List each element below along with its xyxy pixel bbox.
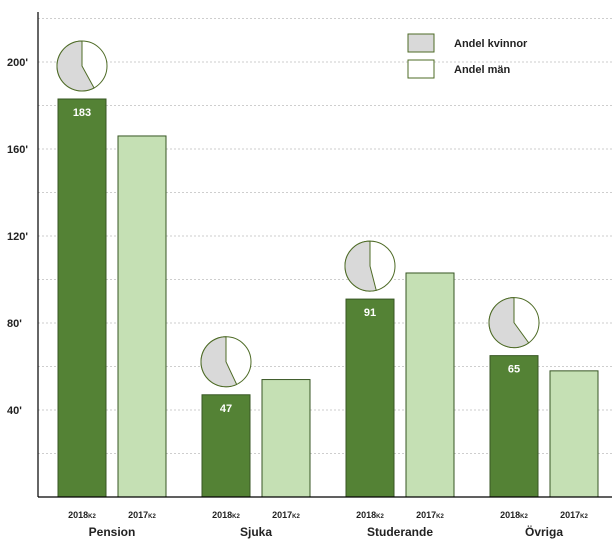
data-label: 91: [364, 307, 376, 319]
legend-swatch: [407, 33, 435, 53]
y-tick-label: 80': [7, 318, 22, 330]
pie-women-slice: [488, 297, 530, 349]
bar: [405, 272, 455, 498]
data-label: 47: [220, 403, 232, 415]
period-label: 2018K2: [356, 510, 384, 520]
legend-label: Andel kvinnor: [454, 38, 528, 50]
period-label: 2018K2: [500, 510, 528, 520]
period-label: 2017K2: [416, 510, 444, 520]
period-label: 2017K2: [128, 510, 156, 520]
legend-label: Andel män: [454, 64, 511, 76]
period-label: 2018K2: [212, 510, 240, 520]
bar: [117, 135, 167, 498]
pie-women-slice: [200, 336, 238, 388]
y-tick-label: 120': [7, 231, 28, 243]
category-label: Övriga: [525, 524, 563, 539]
pies: [56, 40, 540, 388]
y-axis-ticks: 40' 80' 120' 160' 200': [7, 57, 28, 417]
bar: [261, 379, 311, 498]
legend: Andel kvinnor Andel män: [407, 33, 528, 79]
bar: [549, 370, 599, 498]
y-tick-label: 160': [7, 144, 28, 156]
y-tick-label: 40': [7, 405, 22, 417]
bar: [201, 394, 251, 498]
bar: [489, 355, 539, 498]
period-label: 2017K2: [272, 510, 300, 520]
bars: 183 47 91 65: [57, 98, 599, 498]
pie-women-slice: [56, 40, 95, 92]
legend-swatch: [407, 59, 435, 79]
category-label: Pension: [89, 525, 136, 539]
period-label: 2017K2: [560, 510, 588, 520]
bar: [345, 298, 395, 498]
data-label: 65: [508, 364, 520, 376]
bar: [57, 98, 107, 498]
category-label: Sjuka: [240, 525, 272, 539]
y-tick-label: 200': [7, 57, 28, 69]
data-label: 183: [73, 107, 91, 119]
period-label: 2018K2: [68, 510, 96, 520]
category-label: Studerande: [367, 525, 433, 539]
pie-women-slice: [344, 240, 377, 292]
